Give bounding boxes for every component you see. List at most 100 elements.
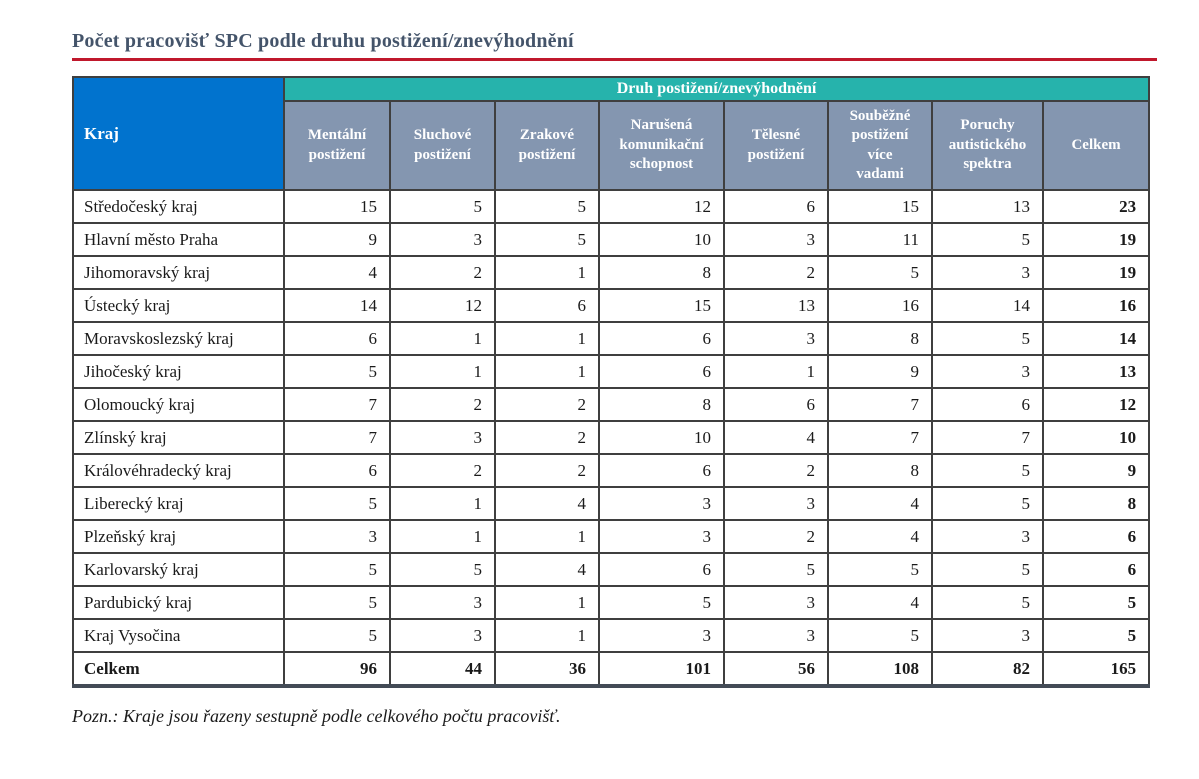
table-row: Zlínský kraj 7 3 2 10 4 7 7 10 [72, 420, 1151, 455]
cell-value: 6 [494, 288, 600, 323]
page-title: Počet pracovišť SPC podle druhu postižen… [72, 30, 574, 52]
cell-value: 36 [494, 651, 600, 687]
cell-value: 56 [723, 651, 829, 687]
total-row-label: Celkem [72, 651, 285, 687]
region-name: Liberecký kraj [72, 486, 285, 521]
cell-value: 1 [389, 486, 496, 521]
region-name: Středočeský kraj [72, 189, 285, 224]
cell-celkem: 6 [1041, 552, 1151, 587]
cell-value: 5 [723, 552, 829, 587]
region-name: Karlovarský kraj [72, 552, 285, 587]
cell-value: 15 [598, 288, 725, 323]
table-row: Olomoucký kraj 7 2 2 8 6 7 6 12 [72, 387, 1151, 422]
cell-value: 44 [389, 651, 496, 687]
cell-value: 3 [723, 321, 829, 356]
cell-value: 12 [389, 288, 496, 323]
region-name: Kraj Vysočina [72, 618, 285, 653]
cell-value: 4 [827, 519, 933, 554]
region-name: Olomoucký kraj [72, 387, 285, 422]
cell-celkem: 19 [1041, 255, 1151, 290]
cell-value: 5 [494, 189, 600, 224]
cell-value: 7 [931, 420, 1044, 455]
total-row: Celkem 96 44 36 101 56 108 82 165 [72, 651, 1151, 687]
table-body: Středočeský kraj 15 5 5 12 6 15 13 23 Hlavní měst… [72, 189, 1151, 687]
cell-value: 10 [598, 222, 725, 257]
column-group-header: Druh postižení/znevýhodnění [282, 76, 1151, 102]
cell-value: 1 [389, 321, 496, 356]
cell-value: 14 [931, 288, 1044, 323]
cell-value: 15 [283, 189, 391, 224]
title-underline [72, 58, 1157, 61]
cell-value: 6 [283, 453, 391, 488]
cell-value: 5 [931, 486, 1044, 521]
cell-value: 4 [283, 255, 391, 290]
region-name: Královéhradecký kraj [72, 453, 285, 488]
cell-value: 82 [931, 651, 1044, 687]
cell-value: 3 [389, 618, 496, 653]
cell-value: 3 [723, 585, 829, 620]
cell-value: 13 [931, 189, 1044, 224]
cell-value: 6 [598, 552, 725, 587]
cell-value: 3 [931, 519, 1044, 554]
cell-value: 6 [598, 354, 725, 389]
spc-workplaces-table: Kraj Druh postižení/znevýhodnění Mentáln… [72, 76, 1151, 688]
cell-value: 6 [598, 453, 725, 488]
footnote: Pozn.: Kraje jsou řazeny sestupně podle … [72, 706, 561, 726]
cell-value: 6 [723, 189, 829, 224]
cell-celkem: 23 [1041, 189, 1151, 224]
cell-value: 1 [494, 585, 600, 620]
cell-value: 3 [283, 519, 391, 554]
cell-value: 13 [723, 288, 829, 323]
table-row: Kraj Vysočina 5 3 1 3 3 5 3 5 [72, 618, 1151, 653]
cell-celkem: 5 [1041, 618, 1151, 653]
table-row: Liberecký kraj 5 1 4 3 3 4 5 8 [72, 486, 1151, 521]
cell-value: 4 [494, 552, 600, 587]
cell-value: 2 [494, 387, 600, 422]
cell-celkem: 16 [1041, 288, 1151, 323]
column-header-kraj: Kraj [72, 76, 285, 191]
cell-value: 7 [283, 420, 391, 455]
cell-value: 3 [598, 618, 725, 653]
cell-value: 5 [389, 552, 496, 587]
cell-value: 2 [389, 255, 496, 290]
region-name: Jihomoravský kraj [72, 255, 285, 290]
cell-value: 2 [723, 453, 829, 488]
region-name: Pardubický kraj [72, 585, 285, 620]
cell-value: 8 [598, 255, 725, 290]
cell-value: 3 [598, 519, 725, 554]
cell-value: 1 [494, 354, 600, 389]
cell-value: 5 [931, 321, 1044, 356]
table-header: Kraj Druh postižení/znevýhodnění Mentáln… [72, 76, 1151, 191]
column-header-5: Souběžné postižení více vadami [827, 100, 933, 191]
table-row: Středočeský kraj 15 5 5 12 6 15 13 23 [72, 189, 1151, 224]
cell-value: 3 [598, 486, 725, 521]
cell-celkem: 8 [1041, 486, 1151, 521]
column-header-2: Zrakové postižení [494, 100, 600, 191]
cell-celkem: 5 [1041, 585, 1151, 620]
cell-value: 2 [494, 453, 600, 488]
cell-value: 2 [723, 255, 829, 290]
table-row: Moravskoslezský kraj 6 1 1 6 3 8 5 14 [72, 321, 1151, 356]
cell-celkem: 6 [1041, 519, 1151, 554]
region-name: Ústecký kraj [72, 288, 285, 323]
cell-value: 5 [283, 618, 391, 653]
cell-value: 3 [389, 585, 496, 620]
column-header-6: Poruchy autistického spektra [931, 100, 1044, 191]
cell-value: 15 [827, 189, 933, 224]
cell-value: 3 [931, 618, 1044, 653]
cell-value: 4 [827, 486, 933, 521]
region-name: Hlavní město Praha [72, 222, 285, 257]
cell-value: 5 [827, 255, 933, 290]
cell-value: 11 [827, 222, 933, 257]
cell-value: 5 [931, 585, 1044, 620]
cell-value: 5 [827, 618, 933, 653]
cell-value: 5 [931, 222, 1044, 257]
cell-value: 4 [827, 585, 933, 620]
table-row: Plzeňský kraj 3 1 1 3 2 4 3 6 [72, 519, 1151, 554]
cell-value: 9 [827, 354, 933, 389]
cell-value: 2 [494, 420, 600, 455]
cell-value: 6 [723, 387, 829, 422]
table-row: Pardubický kraj 5 3 1 5 3 4 5 5 [72, 585, 1151, 620]
cell-celkem: 19 [1041, 222, 1151, 257]
